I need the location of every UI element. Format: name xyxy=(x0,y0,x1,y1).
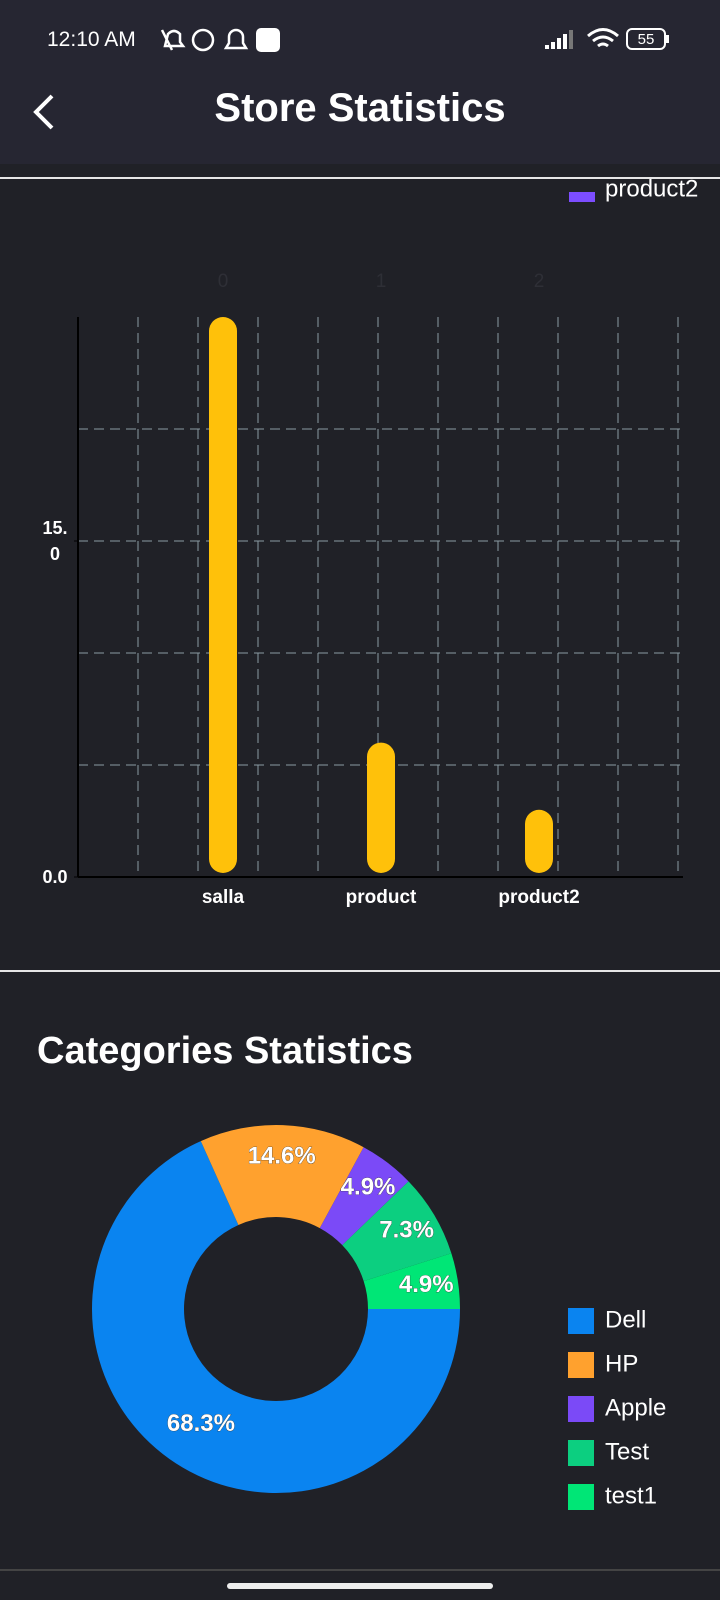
back-button[interactable] xyxy=(33,94,54,130)
mute-icon xyxy=(160,29,186,51)
legend-entry: Dell xyxy=(568,1306,646,1334)
legend-swatch xyxy=(568,1484,594,1510)
battery-level: 55 xyxy=(638,31,655,48)
legend-entry: Test xyxy=(568,1438,649,1466)
top-label: 2 xyxy=(534,271,545,292)
gesture-handle[interactable] xyxy=(227,1583,493,1589)
slice-label: 68.3% xyxy=(167,1410,235,1437)
legend-label: product2 xyxy=(605,175,698,202)
slice-label: 4.9% xyxy=(341,1173,396,1200)
bar xyxy=(367,742,395,873)
y-tick-label: 0.0 xyxy=(42,867,68,887)
legend-swatch xyxy=(568,1308,594,1334)
battery-tip xyxy=(666,35,669,43)
pie-slice xyxy=(342,1181,452,1282)
battery-icon xyxy=(626,28,666,50)
legend-label: test1 xyxy=(605,1482,657,1509)
legend-label: Test xyxy=(605,1438,649,1465)
clock: 12:10 AM xyxy=(47,28,136,51)
bell-icon xyxy=(223,28,249,50)
page-title: Store Statistics xyxy=(214,86,506,130)
legend-label: Apple xyxy=(605,1394,666,1421)
legend-swatch xyxy=(568,1352,594,1378)
x-tick-label: product2 xyxy=(498,887,579,908)
section-title: Categories Statistics xyxy=(37,1030,413,1072)
status-icons xyxy=(160,28,280,52)
pie-slice xyxy=(200,1124,364,1229)
pie-slice xyxy=(363,1253,460,1309)
pie-slice xyxy=(91,1141,460,1493)
legend-swatch xyxy=(569,192,595,202)
slice-label: 4.9% xyxy=(399,1271,454,1298)
app-bar: Store Statistics xyxy=(0,80,720,164)
legend-swatch xyxy=(568,1396,594,1422)
legend-entry: test1 xyxy=(568,1482,657,1510)
slice-label: 14.6% xyxy=(248,1142,316,1169)
y-tick-label: 15.0 xyxy=(42,518,68,564)
legend-entry: Apple xyxy=(568,1394,666,1422)
app-icon xyxy=(256,28,280,52)
status-bar: 12:10 AM xyxy=(0,0,720,80)
slice-label: 7.3% xyxy=(379,1217,434,1244)
legend-entry: product2 xyxy=(569,175,698,202)
wifi-icon xyxy=(587,28,619,48)
legend-entry: HP xyxy=(568,1350,638,1378)
alarm-icon xyxy=(191,28,215,52)
x-tick-label: product xyxy=(346,887,417,908)
legend-swatch xyxy=(568,1440,594,1466)
pie-slice xyxy=(319,1147,409,1246)
bar xyxy=(209,317,237,873)
signal-icon xyxy=(545,30,573,49)
legend-label: HP xyxy=(605,1350,638,1377)
top-label: 1 xyxy=(376,271,387,292)
x-tick-label: salla xyxy=(202,887,245,908)
legend-label: Dell xyxy=(605,1306,646,1333)
bar xyxy=(525,809,553,873)
top-label: 0 xyxy=(218,271,229,292)
